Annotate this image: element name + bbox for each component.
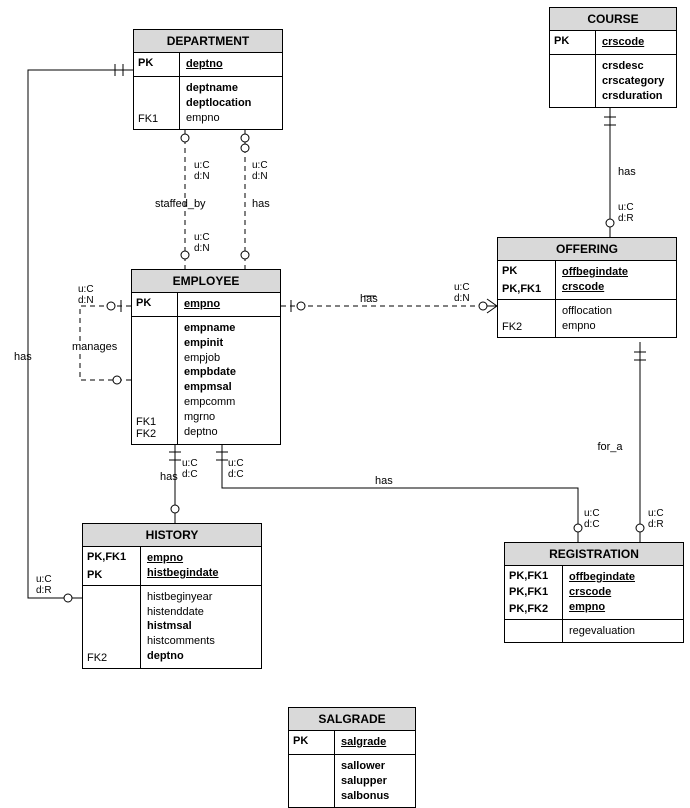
entity-offering: OFFERING PK PK,FK1 offbegindate crscode … xyxy=(497,237,677,338)
svg-text:d:C: d:C xyxy=(228,469,244,480)
edge-dept-has-emp: has u:C d:N xyxy=(238,130,270,279)
entity-title: HISTORY xyxy=(83,524,261,547)
svg-text:u:C: u:C xyxy=(36,574,52,585)
svg-text:u:C: u:C xyxy=(228,458,244,469)
entity-title: EMPLOYEE xyxy=(132,270,280,293)
entity-course: COURSE PK crscode crsdesc crscategory cr… xyxy=(549,7,677,108)
edge-label: has xyxy=(14,351,32,363)
edge-label: has xyxy=(618,166,636,178)
svg-text:u:C: u:C xyxy=(194,232,210,243)
svg-text:u:C: u:C xyxy=(182,458,198,469)
entity-title: DEPARTMENT xyxy=(134,30,282,53)
edge-course-offering: has u:C d:R xyxy=(603,107,636,247)
svg-text:u:C: u:C xyxy=(618,202,634,213)
svg-text:u:C: u:C xyxy=(194,160,210,171)
svg-text:d:N: d:N xyxy=(252,171,268,182)
svg-text:d:N: d:N xyxy=(194,243,210,254)
edge-label: has xyxy=(375,475,393,487)
svg-text:u:C: u:C xyxy=(454,282,470,293)
entity-title: COURSE xyxy=(550,8,676,31)
svg-text:d:N: d:N xyxy=(194,171,210,182)
svg-text:d:R: d:R xyxy=(648,519,664,530)
edge-offering-registration: for_a u:C d:R xyxy=(597,342,663,552)
edge-label: manages xyxy=(72,341,118,353)
edge-label: staffed_by xyxy=(155,198,206,210)
svg-text:u:C: u:C xyxy=(648,508,664,519)
svg-text:u:C: u:C xyxy=(584,508,600,519)
svg-text:u:C: u:C xyxy=(78,284,94,295)
entity-history: HISTORY PK,FK1 PK empno histbegindate FK… xyxy=(82,523,262,669)
edge-emp-history: has u:C d:C xyxy=(160,442,198,533)
edges-layer: staffed_by u:C d:N u:C d:N has u:C d:N xyxy=(0,0,690,803)
svg-text:d:R: d:R xyxy=(36,585,52,596)
er-diagram: staffed_by u:C d:N u:C d:N has u:C d:N xyxy=(0,0,690,803)
edge-label: has xyxy=(160,471,178,483)
entity-salgrade: SALGRADE PK salgrade sallower salupper s… xyxy=(288,707,416,808)
svg-text:d:C: d:C xyxy=(584,519,600,530)
entity-title: OFFERING xyxy=(498,238,676,261)
edge-emp-offering: has u:C d:N xyxy=(281,282,497,313)
edge-label: has xyxy=(360,293,378,305)
entity-title: SALGRADE xyxy=(289,708,415,731)
edge-emp-registration: has u:C d:C u:C d:C xyxy=(216,442,600,552)
svg-text:u:C: u:C xyxy=(252,160,268,171)
svg-text:d:R: d:R xyxy=(618,213,634,224)
entity-title: REGISTRATION xyxy=(505,543,683,566)
entity-employee: EMPLOYEE PK empno FK1 FK2 empname empini… xyxy=(131,269,281,445)
svg-text:d:N: d:N xyxy=(78,295,94,306)
edge-label: has xyxy=(252,198,270,210)
svg-text:d:N: d:N xyxy=(454,293,470,304)
edge-label: for_a xyxy=(597,441,623,453)
entity-registration: REGISTRATION PK,FK1 PK,FK1 PK,FK2 offbeg… xyxy=(504,542,684,643)
svg-text:d:C: d:C xyxy=(182,469,198,480)
entity-department: DEPARTMENT PK deptno FK1 deptname deptlo… xyxy=(133,29,283,130)
